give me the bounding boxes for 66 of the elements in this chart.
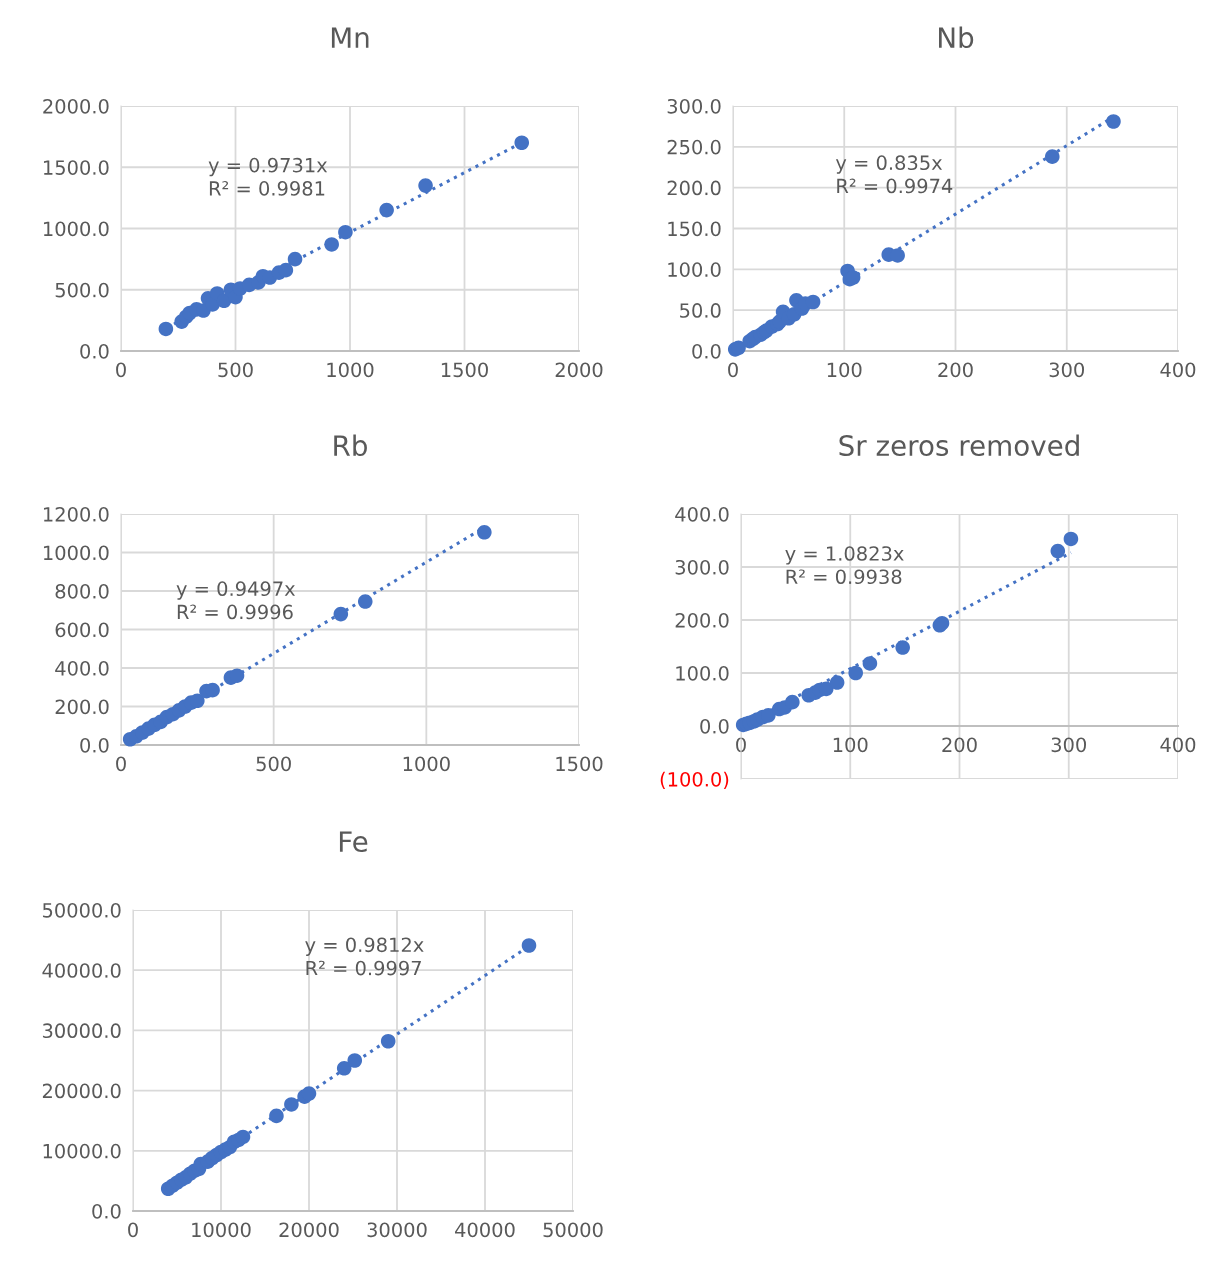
x-tick-label: 1000	[327, 362, 374, 378]
y-tick-label: 2000.0	[43, 98, 109, 114]
x-tick-label: 300	[1049, 362, 1085, 378]
x-tick-label: 500	[218, 362, 253, 378]
annotation: y = 0.9731x R² = 0.9981	[208, 157, 328, 196]
x-tick-label: 0	[116, 756, 126, 772]
y-tick-label: 40000.0	[42, 963, 121, 978]
x-tick-label: 300	[1051, 737, 1087, 753]
annotation: y = 0.9497x R² = 0.9996	[176, 581, 296, 620]
y-tick-label: 500.0	[55, 282, 109, 298]
x-tick-label: 400	[1160, 362, 1196, 378]
x-tick-label: 2000	[555, 362, 603, 378]
y-tick-label: 10000.0	[43, 1143, 121, 1159]
x-tick-label: 200	[942, 737, 977, 753]
y-tick-label: 200.0	[675, 612, 729, 628]
y-tick-label: 100.0	[668, 262, 721, 277]
x-tick-label: 200	[938, 362, 973, 378]
x-tick-label: 1500	[441, 362, 488, 378]
y-tick-label: 1000.0	[43, 221, 109, 237]
y-tick-label: 0.0	[92, 1203, 121, 1219]
y-tick-label: 0.0	[692, 343, 721, 359]
y-tick-label: 800.0	[55, 583, 109, 599]
x-tick-label: 1000	[403, 756, 450, 772]
x-tick-label: 10000	[192, 1222, 251, 1238]
x-tick-label: 100	[827, 362, 862, 378]
y-tick-label: 150.0	[668, 221, 721, 237]
x-tick-label: 400	[1160, 737, 1196, 753]
x-tick-label: 50000	[543, 1222, 603, 1238]
y-tick-label: 20000.0	[42, 1083, 121, 1099]
y-tick-label: 100.0	[676, 665, 729, 681]
y-tick-label: 300.0	[667, 98, 721, 114]
y-tick-label: 0.0	[80, 343, 109, 359]
x-tick-label: 0	[736, 737, 746, 753]
y-tick-label: 1500.0	[43, 160, 109, 175]
chart-title: Mn	[331, 27, 369, 48]
y-tick-label: 1000.0	[43, 545, 109, 561]
x-tick-label: 20000	[279, 1222, 339, 1238]
chart-title: Fe	[339, 831, 368, 853]
y-tick-label: 0.0	[80, 737, 109, 753]
x-tick-label: 40000	[455, 1222, 515, 1238]
x-tick-label: 0	[128, 1222, 138, 1238]
y-tick-label: 30000.0	[42, 1023, 121, 1039]
y-tick-label: 400.0	[675, 506, 729, 522]
y-tick-label: 300.0	[675, 559, 729, 575]
annotation: y = 0.9812x R² = 0.9997	[305, 937, 424, 976]
chart-title: Sr zeros removed	[839, 434, 1079, 457]
x-tick-label: 100	[833, 737, 868, 753]
annotation: y = 0.835x R² = 0.9974	[835, 155, 953, 194]
y-tick-label: 400.0	[55, 660, 109, 676]
y-tick-label: 1200.0	[43, 506, 109, 522]
x-tick-label: 30000	[367, 1222, 427, 1238]
x-tick-label: 1500	[556, 756, 603, 772]
annotation: y = 1.0823x R² = 0.9938	[785, 546, 904, 585]
y-tick-label: 600.0	[55, 622, 109, 638]
y-tick-label: (100.0)	[660, 771, 729, 789]
y-tick-label: 0.0	[700, 718, 729, 734]
y-tick-label: 50000.0	[42, 902, 121, 918]
y-tick-label: 250.0	[667, 139, 721, 155]
y-tick-label: 50.0	[680, 303, 721, 318]
chart-title: Rb	[334, 434, 367, 457]
x-tick-label: 0	[116, 362, 126, 378]
x-tick-label: 500	[256, 756, 291, 772]
y-tick-label: 200.0	[55, 699, 109, 715]
y-tick-label: 200.0	[667, 180, 721, 196]
x-tick-label: 0	[728, 362, 738, 378]
chart-title: Nb	[939, 26, 974, 49]
